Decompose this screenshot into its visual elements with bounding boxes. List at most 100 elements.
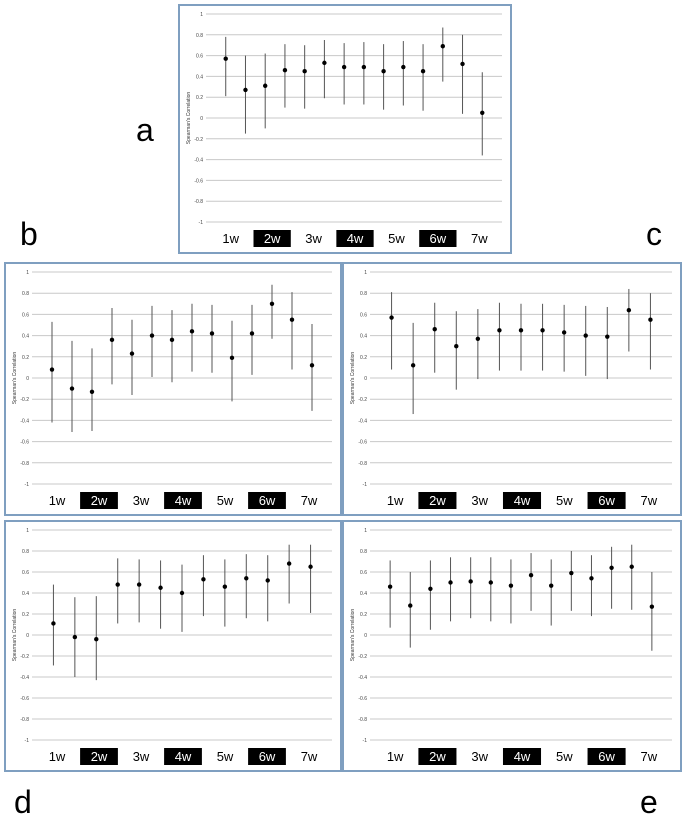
- data-point: [609, 565, 614, 570]
- data-point: [428, 586, 433, 591]
- week-label: 1w: [49, 493, 66, 508]
- data-point: [94, 637, 99, 642]
- data-point: [381, 69, 386, 74]
- data-point: [649, 604, 655, 609]
- week-highlight-box: [502, 492, 542, 509]
- data-point: [629, 564, 634, 569]
- data-point: [454, 344, 459, 349]
- data-point: [129, 351, 135, 356]
- data-point: [136, 582, 142, 587]
- panel-label-b: b: [20, 216, 38, 252]
- y-tick-label: -0.4: [358, 418, 367, 424]
- y-tick-label: 0.8: [22, 549, 29, 555]
- y-tick-label: 0.6: [22, 312, 29, 318]
- data-point: [201, 577, 206, 582]
- data-point: [410, 363, 416, 368]
- y-axis-title: Spearman's Correlation: [12, 609, 18, 662]
- data-point: [209, 331, 215, 336]
- data-point: [468, 579, 473, 584]
- y-tick-label: -1: [363, 738, 368, 744]
- panel-label-c: c: [646, 216, 662, 252]
- data-point: [561, 330, 567, 335]
- data-point: [222, 584, 228, 589]
- data-point: [589, 576, 594, 581]
- data-point: [488, 580, 493, 585]
- data-point: [401, 64, 406, 70]
- data-point: [420, 69, 426, 74]
- panel-label-d: d: [14, 784, 32, 820]
- week-label: 3w: [305, 231, 322, 246]
- week-highlight-box: [164, 492, 202, 509]
- week-label: 5w: [556, 749, 573, 764]
- y-tick-label: -0.8: [358, 717, 367, 723]
- data-point: [549, 583, 554, 588]
- chart-panel-b: 1 0.8 0.6 0.4 0.2 0 -0.2 -0.4 -0.6 -0.8 -1 Spearman…: [4, 262, 342, 516]
- data-point: [361, 64, 367, 70]
- week-label: 2w: [429, 493, 446, 508]
- y-tick-label: 1: [26, 528, 29, 534]
- data-point: [244, 576, 249, 581]
- data-point: [263, 83, 268, 88]
- week-label: 7w: [471, 231, 488, 246]
- y-tick-label: -0.6: [20, 696, 29, 702]
- week-highlight-box: [253, 230, 291, 247]
- data-point: [408, 603, 413, 608]
- y-tick-label: -0.6: [194, 178, 203, 184]
- y-tick-label: -1: [363, 482, 368, 488]
- data-point: [289, 317, 295, 322]
- y-axis-title: Spearman's Correlation: [186, 92, 192, 145]
- data-point: [540, 328, 545, 333]
- week-highlight-box: [336, 230, 374, 247]
- week-label: 5w: [217, 749, 234, 764]
- y-tick-label: 1: [364, 270, 367, 276]
- y-tick-label: -0.2: [20, 654, 29, 660]
- y-tick-label: -1: [199, 220, 204, 226]
- data-point: [286, 561, 292, 566]
- chart-panel-d: 1 0.8 0.6 0.4 0.2 0 -0.2 -0.4 -0.6 -0.8 -1 Spearman…: [4, 520, 342, 772]
- week-label: 6w: [430, 231, 447, 246]
- y-tick-label: 0.2: [196, 95, 203, 101]
- data-point: [49, 367, 55, 372]
- y-tick-label: 0.4: [22, 334, 29, 340]
- week-label: 7w: [641, 749, 658, 764]
- y-tick-label: 0.4: [360, 591, 367, 597]
- y-tick-label: 0.8: [360, 549, 367, 555]
- data-point: [626, 307, 632, 313]
- week-label: 3w: [471, 749, 488, 764]
- y-tick-label: 0.8: [360, 291, 367, 297]
- week-label: 2w: [264, 231, 281, 246]
- week-label: 1w: [387, 493, 404, 508]
- data-point: [648, 317, 653, 322]
- y-tick-label: 1: [364, 528, 367, 534]
- data-point: [387, 584, 393, 589]
- data-point: [189, 329, 195, 334]
- week-label: 5w: [217, 493, 234, 508]
- y-tick-label: 0.6: [22, 570, 29, 576]
- y-tick-label: -0.2: [194, 137, 203, 143]
- chart-svg-c: 1 0.8 0.6 0.4 0.2 0 -0.2 -0.4 -0.6 -0.8 -1 Spearman…: [350, 270, 672, 509]
- data-point: [497, 328, 502, 333]
- data-point: [282, 67, 288, 73]
- y-axis-title: Spearman's Correlation: [350, 352, 356, 405]
- data-point: [475, 336, 481, 341]
- week-label: 6w: [598, 749, 615, 764]
- data-point: [243, 87, 248, 93]
- week-highlight-box: [80, 748, 118, 765]
- y-tick-label: -0.8: [20, 461, 29, 467]
- data-point: [460, 61, 465, 67]
- week-label: 6w: [259, 749, 276, 764]
- data-point: [302, 69, 307, 74]
- y-tick-label: 0.2: [360, 612, 367, 618]
- y-tick-label: 0.8: [196, 33, 203, 39]
- data-point: [341, 64, 347, 70]
- week-label: 2w: [91, 493, 108, 508]
- data-point: [583, 333, 588, 338]
- y-tick-label: -0.2: [358, 397, 367, 403]
- week-label: 5w: [388, 231, 405, 246]
- data-point: [432, 327, 437, 332]
- week-label: 7w: [301, 749, 318, 764]
- y-tick-label: 0: [26, 376, 29, 382]
- week-highlight-box: [418, 492, 457, 509]
- y-tick-label: 0.6: [360, 312, 367, 318]
